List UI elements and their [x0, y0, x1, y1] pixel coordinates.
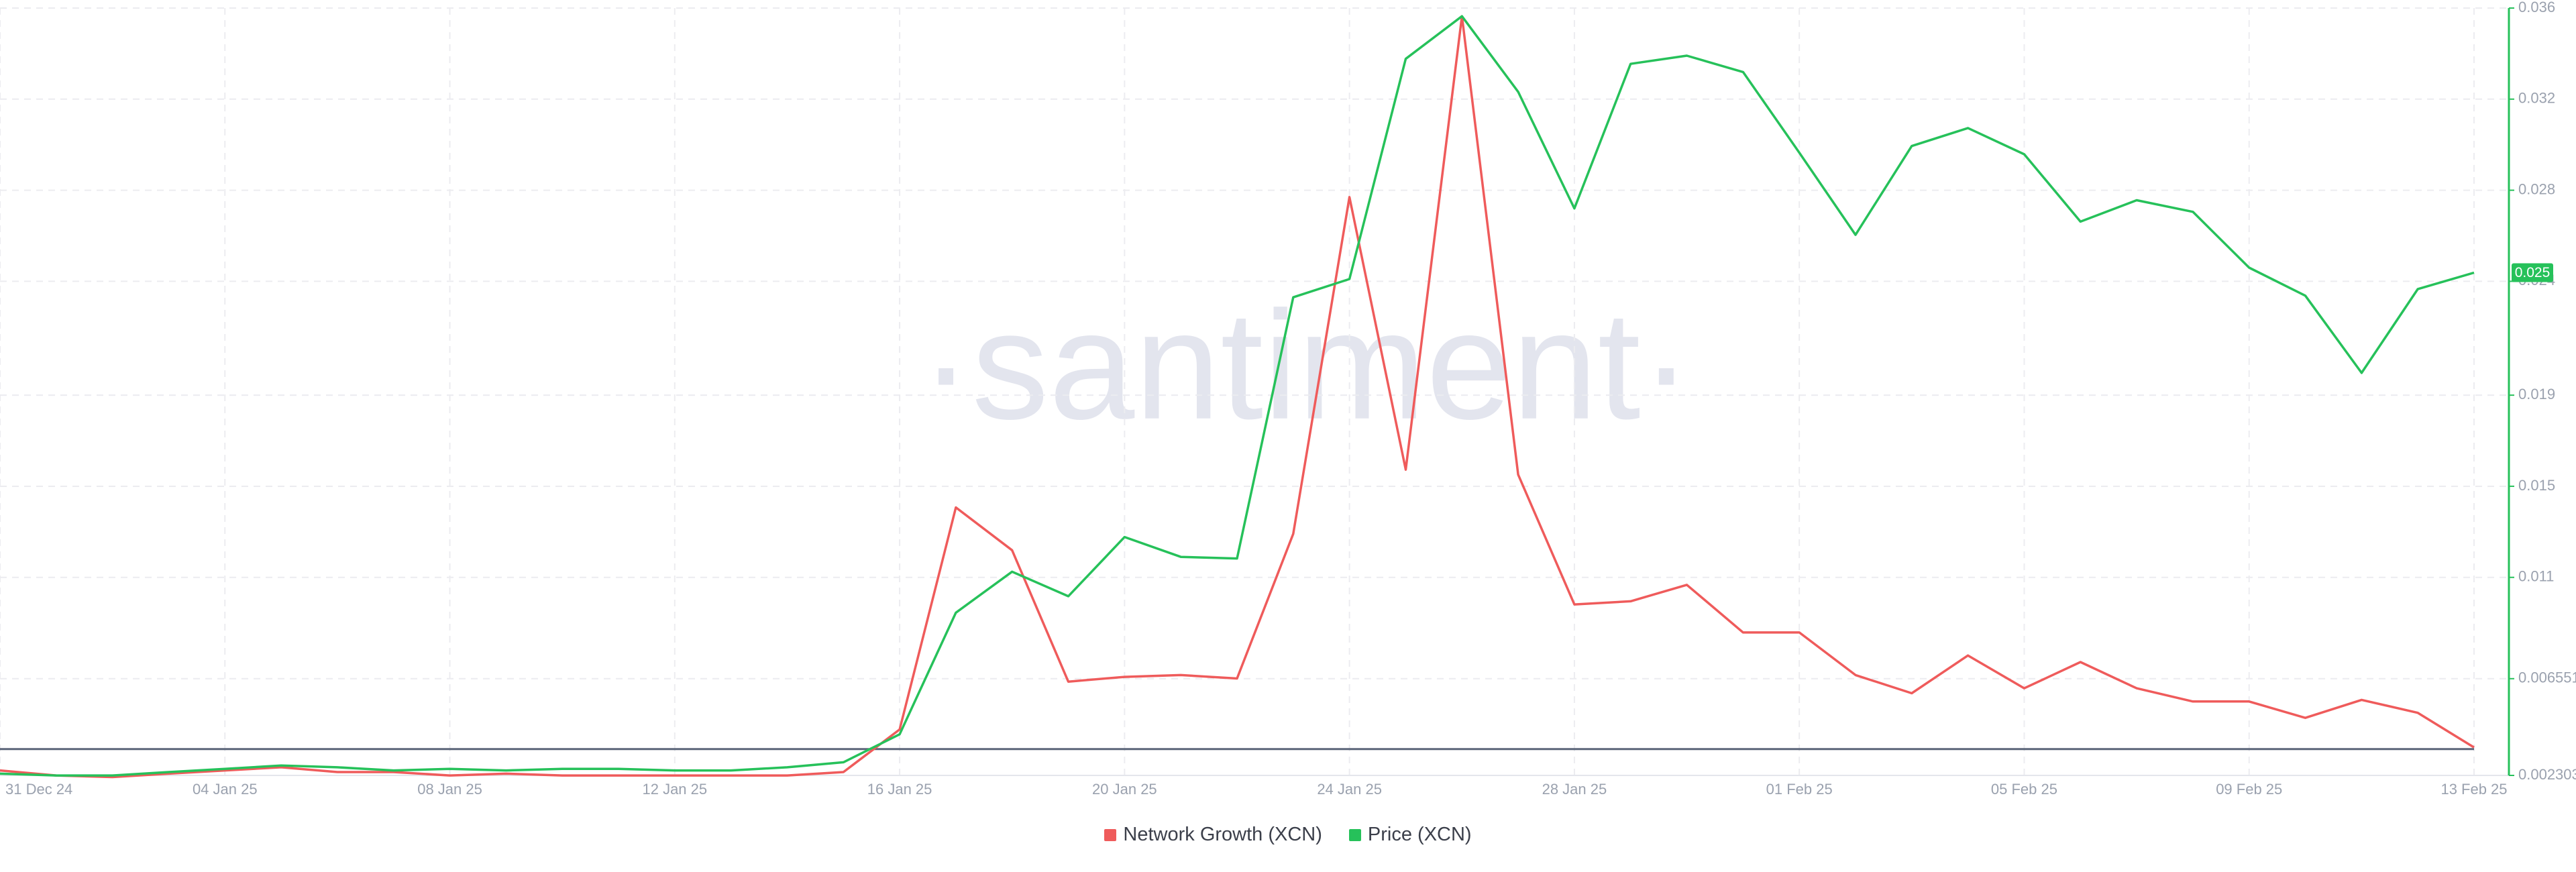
x-tick-label: 09 Feb 25	[2216, 781, 2282, 798]
legend-swatch	[1104, 828, 1117, 841]
x-tick-label: 16 Jan 25	[867, 781, 932, 798]
legend-label: Network Growth (XCN)	[1123, 824, 1322, 845]
x-tick-label: 13 Feb 25	[2440, 781, 2507, 798]
x-tick-label: 05 Feb 25	[1991, 781, 2057, 798]
y-tick-label: 0.032	[2518, 90, 2555, 107]
y-tick-label: 0.015	[2518, 477, 2555, 494]
x-tick-label: 01 Feb 25	[1766, 781, 1833, 798]
y-tick-label: 0.028	[2518, 180, 2555, 197]
legend-item[interactable]: Network Growth (XCN)	[1104, 824, 1322, 846]
y-tick-label: 0.036	[2518, 0, 2555, 15]
x-tick-label: 04 Jan 25	[193, 781, 258, 798]
x-tick-label: 28 Jan 25	[1542, 781, 1607, 798]
x-tick-label: 08 Jan 25	[417, 781, 482, 798]
last-value-label: 0.025	[2515, 265, 2551, 280]
series-line	[0, 15, 2475, 779]
series-line	[0, 15, 2475, 777]
x-tick-label: 24 Jan 25	[1317, 781, 1382, 798]
x-tick-label: 31 Dec 24	[5, 781, 72, 798]
legend-label: Price (XCN)	[1367, 824, 1472, 845]
legend-swatch	[1348, 828, 1361, 841]
y-tick-label: 0.002303	[2518, 766, 2576, 783]
y-tick-label: 0.011	[2518, 568, 2554, 585]
watermark: ·santiment·	[920, 279, 1692, 451]
y-tick-label: 0.019	[2518, 386, 2555, 402]
x-tick-label: 20 Jan 25	[1092, 781, 1157, 798]
legend-item[interactable]: Price (XCN)	[1348, 824, 1472, 846]
chart: ·santiment· 0.002303 0.006551 0.011 0.015 0.…	[0, 0, 2576, 798]
last-value-badge	[2512, 263, 2553, 282]
legend: Network Growth (XCN) Price (XCN)	[0, 824, 2576, 846]
y-tick-label: 0.006551	[2518, 669, 2576, 686]
x-tick-label: 12 Jan 25	[642, 781, 707, 798]
